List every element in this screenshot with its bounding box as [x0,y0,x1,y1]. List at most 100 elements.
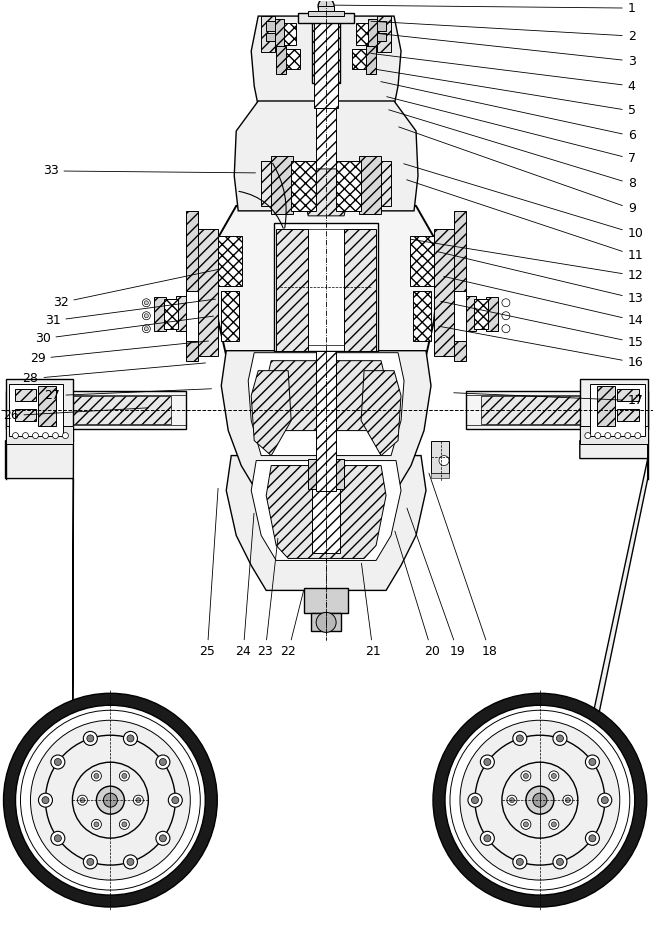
Bar [291,160,316,211]
Polygon shape [251,16,401,106]
Circle shape [16,705,205,895]
Polygon shape [5,440,73,815]
Circle shape [521,771,531,781]
Circle shape [84,731,97,745]
Bar [312,489,340,553]
Circle shape [549,771,559,781]
Circle shape [502,299,510,307]
Circle shape [3,693,217,907]
Bar [298,13,354,23]
Circle shape [481,831,494,845]
Text: 10: 10 [404,163,644,241]
Circle shape [513,855,527,869]
Circle shape [585,433,591,439]
Circle shape [513,731,527,745]
Polygon shape [264,361,388,431]
Circle shape [133,795,144,805]
Circle shape [517,858,523,866]
Polygon shape [186,291,199,341]
Polygon shape [251,461,401,561]
Text: 2: 2 [371,21,635,43]
Text: 15: 15 [441,301,644,349]
Bar [312,23,340,83]
Circle shape [51,755,65,769]
Bar [165,299,178,328]
Bar [39,385,56,425]
Bar [316,83,336,213]
Circle shape [22,433,29,439]
Circle shape [72,762,148,838]
Circle shape [318,0,334,14]
Circle shape [156,831,170,845]
Polygon shape [266,466,386,559]
Circle shape [316,612,336,633]
Circle shape [39,793,52,807]
Text: 31: 31 [44,299,215,327]
Bar [318,7,334,13]
Bar [221,291,239,341]
Circle shape [533,793,547,807]
Polygon shape [221,351,431,491]
Circle shape [94,822,99,827]
Circle shape [123,855,137,869]
Circle shape [625,433,631,439]
Circle shape [524,822,528,827]
Circle shape [172,797,179,803]
Bar [413,291,431,341]
Circle shape [468,793,482,807]
Circle shape [12,433,18,439]
Circle shape [597,793,612,807]
Circle shape [556,858,564,866]
Polygon shape [304,169,348,216]
Bar [176,296,188,330]
Circle shape [553,855,567,869]
Circle shape [614,433,621,439]
Text: 22: 22 [280,592,304,659]
Circle shape [484,759,491,765]
Bar [154,297,167,330]
Bar [8,383,63,436]
Circle shape [78,795,88,805]
Circle shape [517,735,523,742]
Circle shape [502,325,510,333]
Circle shape [565,798,570,802]
Bar [597,385,614,425]
Polygon shape [226,455,426,591]
Text: 25: 25 [199,488,218,659]
Bar [410,236,434,285]
Circle shape [142,325,150,333]
Text: 17: 17 [454,393,644,407]
Bar [377,33,386,41]
Circle shape [595,433,601,439]
Circle shape [502,312,510,320]
Circle shape [91,771,101,781]
Text: 1: 1 [335,2,635,15]
Circle shape [156,755,170,769]
Bar [218,236,242,285]
Circle shape [51,831,65,845]
Bar [314,23,338,108]
Text: 7: 7 [387,97,636,165]
Text: 29: 29 [30,341,208,365]
Circle shape [168,793,182,807]
Polygon shape [234,101,418,211]
Text: 27: 27 [44,389,212,402]
Polygon shape [214,206,438,355]
Polygon shape [276,229,308,351]
Bar [486,297,498,330]
Circle shape [475,735,605,865]
Circle shape [119,819,129,829]
Polygon shape [248,353,404,455]
Text: 28: 28 [23,363,206,385]
Bar [266,33,275,41]
Circle shape [127,858,134,866]
Circle shape [42,797,49,803]
Polygon shape [186,211,199,361]
Bar [464,296,476,330]
Circle shape [159,759,167,765]
Bar [352,49,368,69]
Polygon shape [434,229,456,355]
Circle shape [144,300,148,305]
Bar [266,21,275,31]
Circle shape [507,795,517,805]
